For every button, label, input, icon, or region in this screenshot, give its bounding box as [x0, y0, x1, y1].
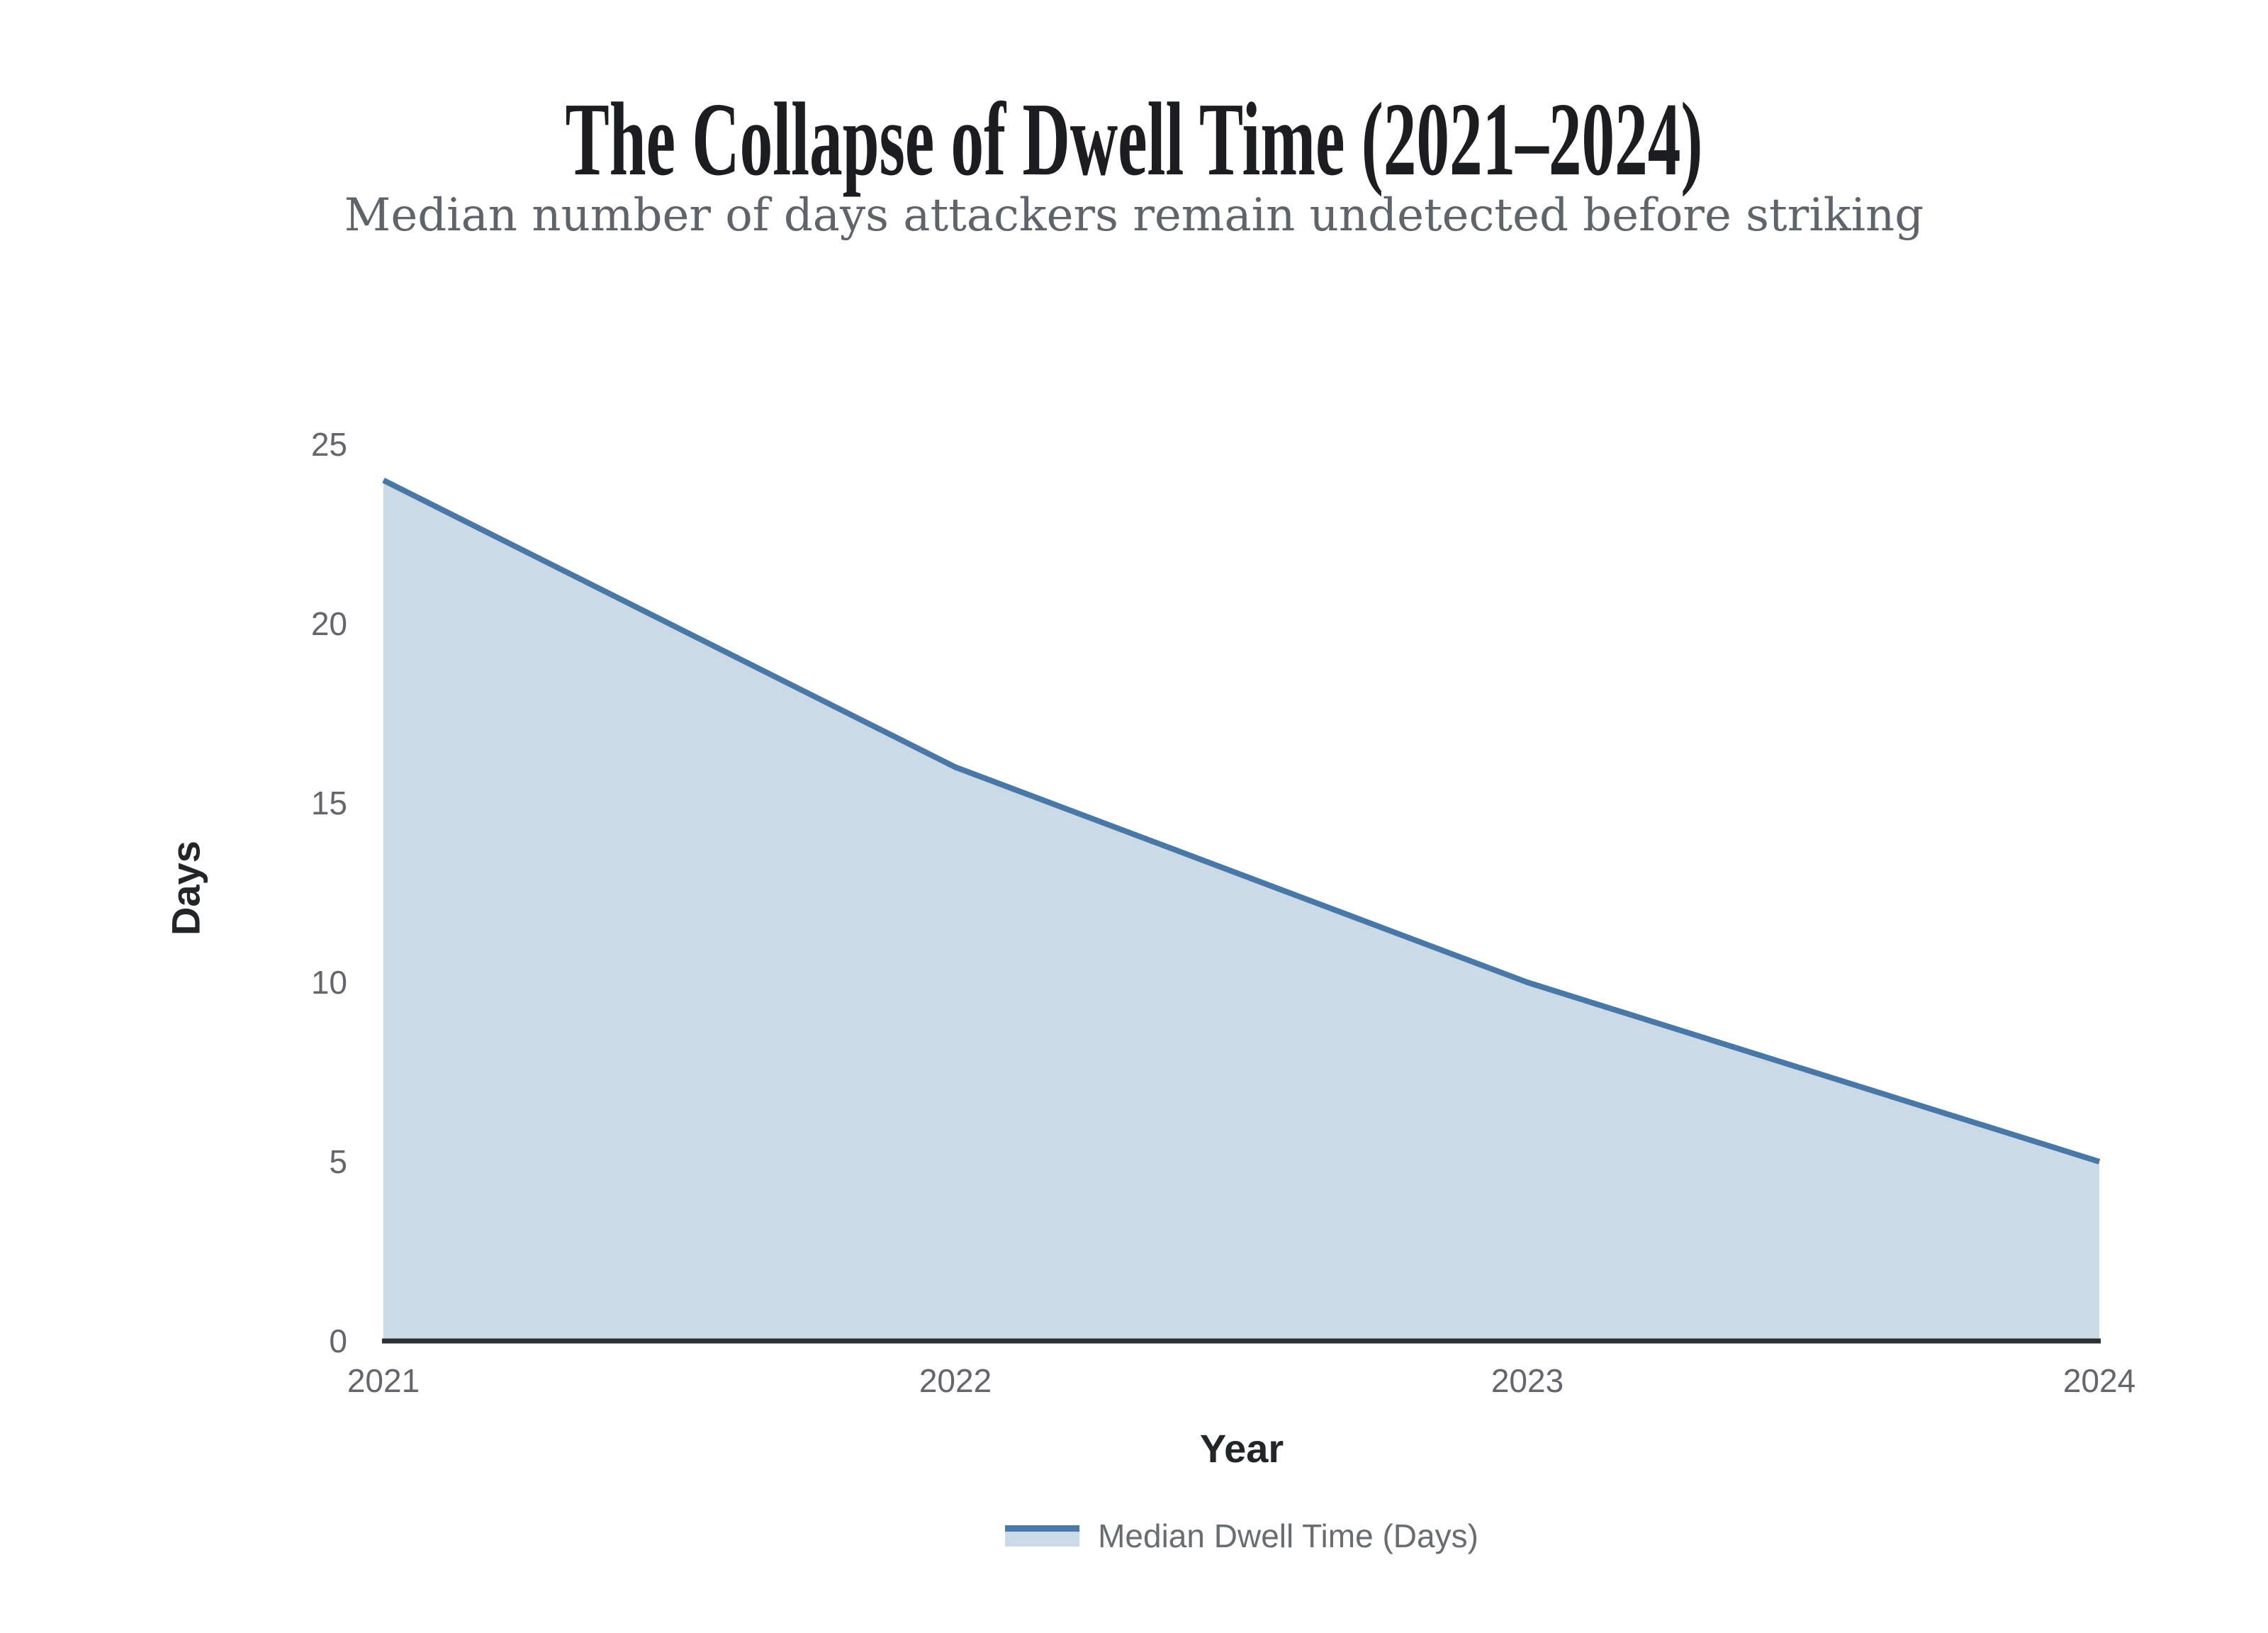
chart-title: The Collapse of Dwell Time (2021–2024) — [565, 82, 1703, 198]
x-tick-label: 2024 — [2062, 1362, 2136, 1399]
y-tick-label: 10 — [310, 964, 347, 1001]
y-tick-label: 15 — [310, 785, 347, 821]
y-tick-label: 0 — [329, 1323, 347, 1359]
legend-label: Median Dwell Time (Days) — [1098, 1517, 1478, 1554]
x-tick-label: 2023 — [1491, 1362, 1564, 1399]
y-tick-label: 5 — [329, 1143, 347, 1180]
y-tick-label: 25 — [310, 426, 347, 463]
x-axis-title: Year — [1199, 1426, 1284, 1471]
legend: Median Dwell Time (Days) — [1005, 1518, 1478, 1554]
y-tick-label: 20 — [310, 605, 347, 642]
legend-area-swatch — [1005, 1525, 1080, 1547]
chart-subtitle: Median number of days attackers remain u… — [344, 189, 1924, 242]
area-fill — [383, 480, 2099, 1341]
x-tick-label: 2022 — [919, 1362, 992, 1399]
trend-line — [382, 478, 2101, 1165]
x-tick-label: 2021 — [347, 1362, 420, 1399]
